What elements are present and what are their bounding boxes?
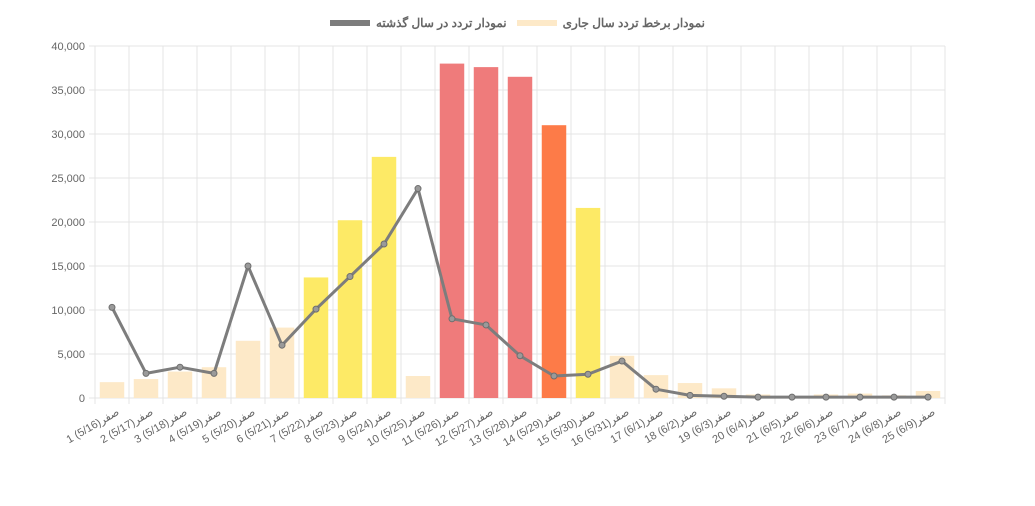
line-point[interactable] bbox=[278, 341, 286, 349]
line-point[interactable] bbox=[312, 305, 320, 313]
line-point[interactable] bbox=[550, 372, 558, 380]
legend-item-last-year[interactable]: نمودار تردد در سال گذشته bbox=[329, 16, 507, 30]
line-point[interactable] bbox=[210, 369, 218, 377]
legend-item-current-year[interactable]: نمودار برخط تردد سال جاری bbox=[516, 16, 706, 30]
bar[interactable] bbox=[269, 327, 295, 398]
line-point[interactable] bbox=[754, 393, 762, 401]
bar[interactable] bbox=[405, 376, 431, 398]
bar[interactable] bbox=[507, 76, 533, 399]
y-tick-label: 40,000 bbox=[51, 41, 85, 53]
bar[interactable] bbox=[371, 156, 397, 398]
bar[interactable] bbox=[133, 379, 159, 398]
legend-swatch-current-year bbox=[516, 20, 557, 26]
y-tick-label: 5,000 bbox=[57, 349, 85, 361]
line-point[interactable] bbox=[414, 185, 422, 193]
legend-label-last-year: نمودار تردد در سال گذشته bbox=[375, 16, 507, 30]
bar[interactable] bbox=[99, 382, 125, 398]
line-point[interactable] bbox=[890, 393, 898, 401]
y-tick-label: 25,000 bbox=[51, 173, 85, 185]
legend-label-current-year: نمودار برخط تردد سال جاری bbox=[562, 16, 706, 30]
line-point[interactable] bbox=[346, 273, 354, 281]
chart-legend: نمودار برخط تردد سال جاری نمودار تردد در… bbox=[0, 16, 1035, 30]
line-point[interactable] bbox=[142, 369, 150, 377]
line-point[interactable] bbox=[924, 393, 932, 401]
bar[interactable] bbox=[303, 277, 329, 398]
y-tick-label: 0 bbox=[79, 393, 85, 405]
line-point[interactable] bbox=[482, 321, 490, 329]
line-point[interactable] bbox=[686, 391, 694, 399]
y-tick-label: 35,000 bbox=[51, 85, 85, 97]
line-point[interactable] bbox=[822, 393, 830, 401]
y-tick-label: 20,000 bbox=[51, 217, 85, 229]
bar[interactable] bbox=[575, 207, 601, 398]
line-point[interactable] bbox=[720, 392, 728, 400]
bar[interactable] bbox=[337, 220, 363, 398]
bar[interactable] bbox=[235, 340, 261, 398]
line-point[interactable] bbox=[788, 393, 796, 401]
line-point[interactable] bbox=[652, 385, 660, 393]
bar[interactable] bbox=[439, 63, 465, 398]
bar[interactable] bbox=[167, 371, 193, 398]
line-point[interactable] bbox=[516, 352, 524, 360]
line-point[interactable] bbox=[176, 363, 184, 371]
y-tick-label: 15,000 bbox=[51, 261, 85, 273]
line-point[interactable] bbox=[584, 370, 592, 378]
bar[interactable] bbox=[541, 125, 567, 398]
bar[interactable] bbox=[473, 67, 499, 399]
line-point[interactable] bbox=[448, 315, 456, 323]
line-point[interactable] bbox=[380, 240, 388, 248]
line-point[interactable] bbox=[856, 393, 864, 401]
line-point[interactable] bbox=[244, 262, 252, 270]
line-point[interactable] bbox=[618, 357, 626, 365]
y-tick-label: 10,000 bbox=[51, 305, 85, 317]
y-tick-label: 30,000 bbox=[51, 129, 85, 141]
line-point[interactable] bbox=[108, 303, 116, 311]
legend-swatch-last-year bbox=[329, 20, 370, 26]
